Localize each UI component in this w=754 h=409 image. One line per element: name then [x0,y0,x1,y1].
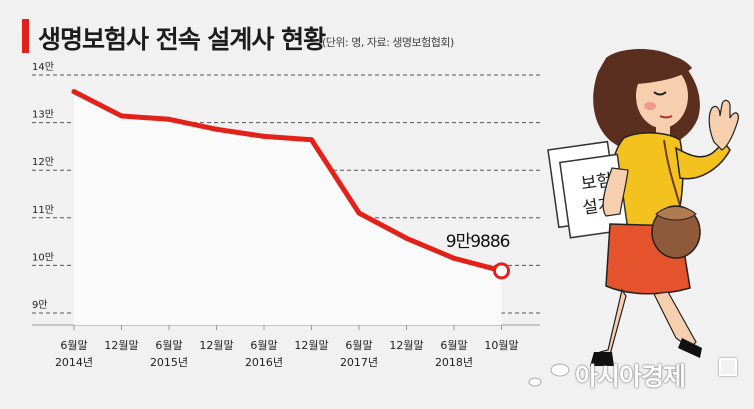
dust-puff [550,363,570,377]
raised-arm-shape [675,140,731,180]
series-line [71,89,504,274]
y-tick-label: 9만 [32,299,48,311]
mouth-shape [659,115,673,119]
title-accent-bar [22,19,29,53]
x-tick-month-label: 6월말 [60,339,87,352]
closed-eye-shape [653,91,667,96]
data-point [451,255,457,261]
data-point [404,235,409,241]
right-shoe [678,338,702,358]
holding-arm-shape [602,167,629,217]
bag-strap [663,139,681,207]
x-tick-month-label: 12월말 [389,339,423,352]
chart-subtitle: (단위: 명, 자료: 생명보험협회) [322,36,454,49]
watermark-square-icon [719,358,737,376]
annotation-label: 9만9886 [446,232,510,252]
y-tick-label: 11만 [32,204,54,216]
x-tick-month-label: 6월말 [440,339,467,352]
area-fill [74,91,502,325]
y-tick-label: 10만 [32,251,54,263]
left-shoe [590,352,614,366]
y-tick-label: 12만 [32,156,54,168]
data-point [71,89,77,95]
y-tick-label: 14만 [32,61,54,73]
x-tick-month-label: 6월말 [155,339,182,352]
data-point [166,116,172,122]
x-tick-year-label: 2017년 [340,356,378,369]
x-tick-month-label: 12월말 [294,339,328,352]
highlight-point [493,262,510,280]
raised-hand-shape [708,99,739,151]
left-leg-shape [595,288,627,363]
x-tick-year-label: 2015년 [150,356,188,369]
x-tick-month-label: 6월말 [250,339,277,352]
right-leg-shape [653,291,697,349]
x-tick-month-label: 12월말 [199,339,233,352]
chart-title: 생명보험사 전속 설계사 현황 [38,25,326,54]
x-tick-year-label: 2014년 [55,356,93,369]
x-tick-year-label: 2018년 [435,356,473,369]
x-tick-year-label: 2016년 [245,356,283,369]
data-point [309,137,314,143]
data-point [214,126,219,132]
publisher-watermark: 아시아경제 [575,362,686,391]
x-tick-month-label: 12월말 [104,339,138,352]
dust-puff [528,377,542,387]
data-point [261,133,267,139]
blush-shape [644,102,656,110]
bangs-shape [628,54,692,84]
y-tick-label: 13만 [32,109,54,121]
bag-flap [655,206,697,221]
x-tick-month-label: 6월말 [345,339,372,352]
data-point [356,210,362,216]
data-point [119,113,124,119]
x-tick-month-label: 10월말 [484,339,518,352]
